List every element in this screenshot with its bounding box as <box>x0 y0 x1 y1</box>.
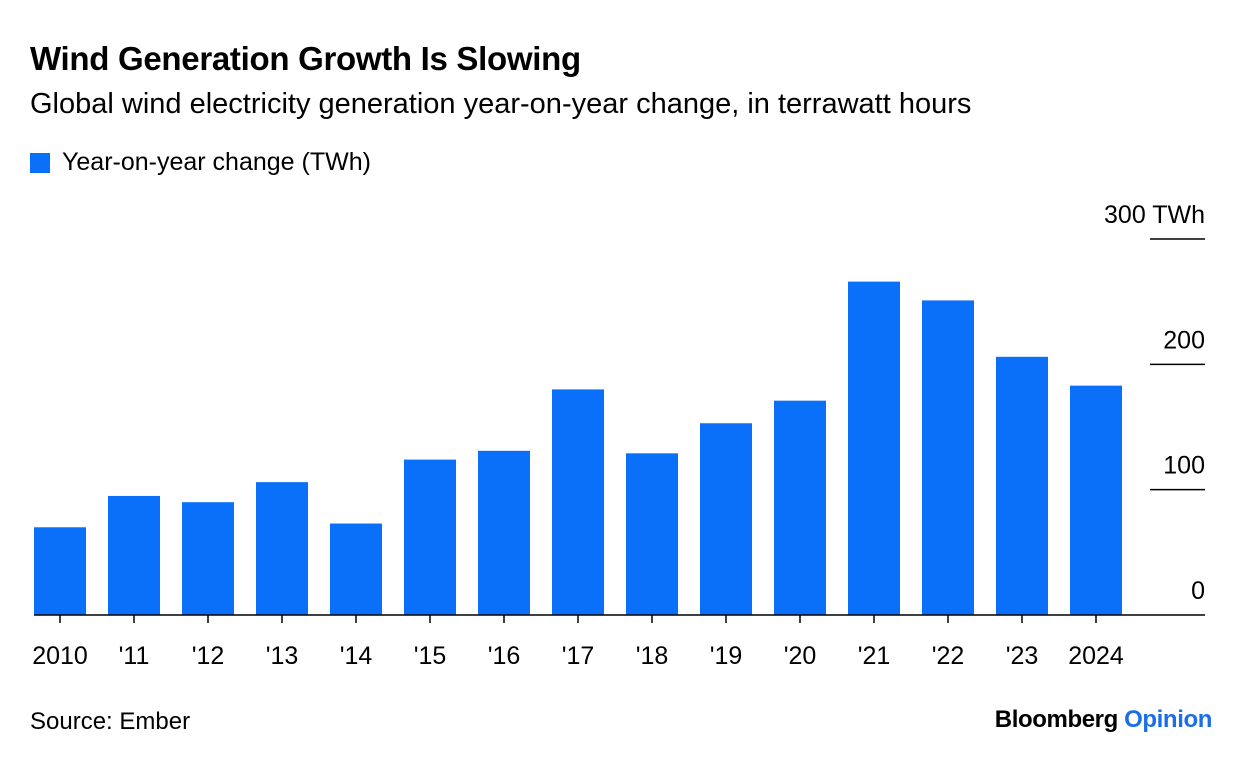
x-tick-label: '11 <box>119 642 150 670</box>
y-tick-label: 0 <box>1191 577 1205 605</box>
bar <box>404 459 456 615</box>
x-tick-label: '22 <box>932 642 965 670</box>
x-tick-label: '19 <box>710 642 743 670</box>
bar <box>700 423 752 615</box>
y-tick-label: 300 TWh <box>1104 201 1205 229</box>
y-tick-label: 100 <box>1163 452 1205 480</box>
x-tick-label: '18 <box>636 642 669 670</box>
chart-subtitle: Global wind electricity generation year-… <box>30 88 972 120</box>
bar <box>478 450 530 615</box>
bar <box>1070 385 1122 615</box>
bar-chart: 0 100 200 300 TWh 2010 '11 '12 '13 '14 '15 '16 '17 '… <box>32 201 1205 670</box>
bar <box>774 400 826 615</box>
x-tick-label: '20 <box>784 642 817 670</box>
bar <box>922 300 974 615</box>
bar <box>182 502 234 615</box>
y-tick-label: 200 <box>1163 326 1205 354</box>
chart-title: Wind Generation Growth Is Slowing <box>30 40 581 77</box>
bar <box>848 281 900 615</box>
brand-logo: Bloomberg Opinion <box>994 706 1213 734</box>
bar <box>330 523 382 615</box>
x-tick-label: '17 <box>562 642 595 670</box>
bar <box>626 453 678 615</box>
x-tick-label: '21 <box>858 642 891 670</box>
legend: Year-on-year change (TWh) <box>30 148 371 177</box>
bar <box>256 482 308 615</box>
legend-label: Year-on-year change (TWh) <box>62 148 371 176</box>
x-tick-label: 2010 <box>32 642 88 670</box>
x-tick-label: '15 <box>414 642 447 670</box>
bar <box>108 495 160 615</box>
x-tick-label: '14 <box>340 642 373 670</box>
x-tick-label: '12 <box>192 642 225 670</box>
brand-section: Opinion <box>1124 706 1212 733</box>
bar <box>996 356 1048 615</box>
legend-swatch <box>30 152 50 173</box>
x-tick-label: 2024 <box>1068 642 1124 670</box>
brand-name: Bloomberg <box>994 706 1118 733</box>
source-note: Source: Ember <box>30 708 191 735</box>
x-tick-label: '13 <box>266 642 299 670</box>
x-tick-label: '16 <box>488 642 521 670</box>
bar <box>34 527 86 615</box>
x-tick-label: '23 <box>1006 642 1039 670</box>
bar <box>552 389 604 615</box>
